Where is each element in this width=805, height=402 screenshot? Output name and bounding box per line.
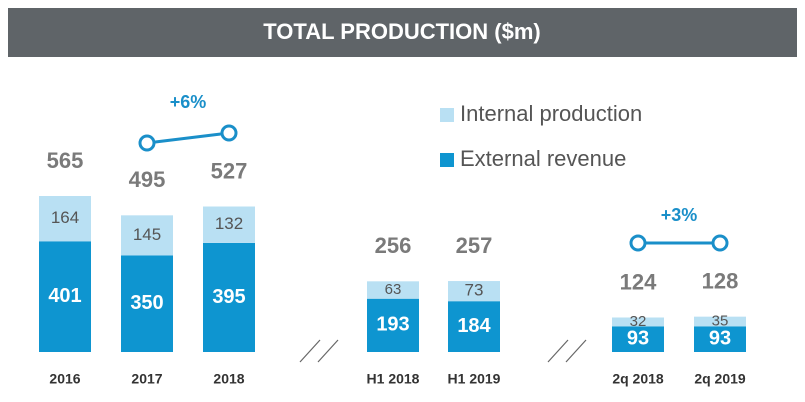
value-label: 35 [712, 312, 729, 329]
legend-swatch [440, 153, 454, 167]
bar-segment [367, 281, 419, 299]
value-label: 184 [457, 315, 491, 337]
x-tick-label: 2016 [49, 371, 80, 387]
x-tick-label: 2q 2018 [612, 371, 664, 387]
total-label: 124 [620, 269, 657, 294]
bar-segment [694, 326, 746, 352]
x-tick-label: 2q 2019 [694, 371, 746, 387]
legend-label: Internal production [460, 101, 642, 126]
bar-segment [612, 326, 664, 352]
total-label: 565 [47, 148, 84, 173]
growth-marker [220, 124, 238, 142]
x-tick-label: 2017 [131, 371, 162, 387]
growth-label: +3% [661, 205, 698, 225]
bar-segment [367, 298, 419, 352]
growth-line [146, 131, 230, 145]
break-line [547, 339, 569, 363]
total-label: 527 [211, 158, 248, 183]
value-label: 164 [51, 208, 79, 227]
value-label: 73 [465, 281, 484, 300]
value-label: 93 [709, 327, 731, 349]
bar-segment [448, 301, 500, 352]
value-label: 63 [385, 281, 402, 298]
value-label: 395 [212, 286, 245, 308]
bar-segment [203, 242, 255, 352]
break-line [317, 339, 339, 363]
growth-marker [711, 234, 729, 252]
growth-marker [629, 234, 647, 252]
legend-swatch [440, 108, 454, 122]
total-label: 128 [702, 268, 739, 293]
axis-break [299, 339, 587, 363]
total-label: 495 [129, 167, 166, 192]
bar-segment [612, 317, 664, 327]
value-label: 132 [215, 214, 243, 233]
x-tick-label: H1 2018 [367, 371, 420, 387]
x-tick-label: 2018 [213, 371, 244, 387]
value-label: 93 [627, 327, 649, 349]
value-label: 32 [630, 313, 647, 330]
title-banner [8, 8, 797, 57]
bar-segment [694, 316, 746, 327]
bar-segment [121, 215, 173, 256]
x-tick-label: H1 2019 [448, 371, 501, 387]
value-label: 145 [133, 225, 161, 244]
value-label: 193 [376, 314, 409, 336]
bar-segment [39, 196, 91, 242]
growth-marker [138, 134, 156, 152]
break-line [565, 339, 587, 363]
value-label: 401 [48, 285, 81, 307]
bar-segment [39, 241, 91, 352]
value-label: 350 [130, 292, 163, 314]
bar-segment [448, 281, 500, 302]
total-label: 256 [375, 233, 412, 258]
break-line [299, 339, 321, 363]
growth-label: +6% [170, 92, 207, 112]
total-label: 257 [456, 233, 493, 258]
chart-title: TOTAL PRODUCTION ($m) [263, 19, 540, 44]
legend-label: External revenue [460, 146, 626, 171]
bar-segment [203, 206, 255, 243]
bar-segment [121, 255, 173, 352]
